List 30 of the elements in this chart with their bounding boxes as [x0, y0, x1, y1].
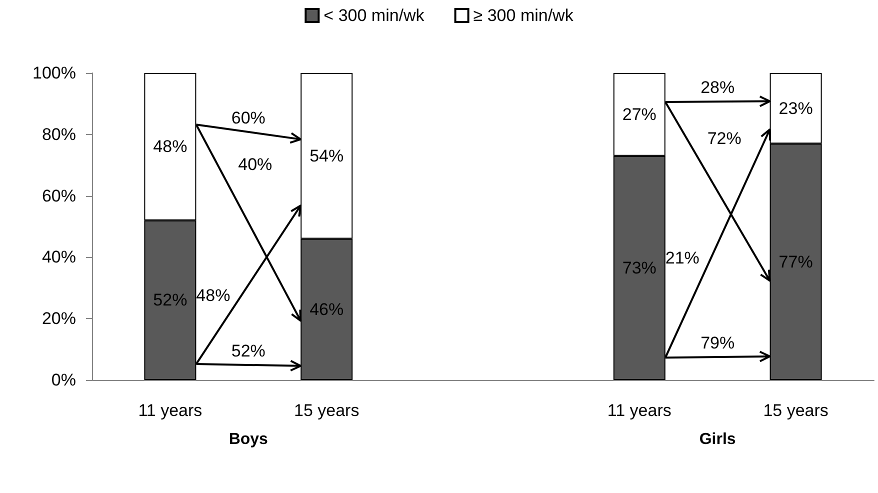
annotation: 60% — [231, 108, 266, 128]
y-tick-label: 60% — [42, 186, 76, 206]
data-label: 54% — [310, 146, 344, 166]
data-label: 46% — [310, 300, 344, 319]
y-tick-label: 100% — [32, 64, 76, 82]
annotation: 40% — [238, 155, 272, 174]
annotation: 21% — [665, 248, 700, 268]
text: Boys — [228, 431, 268, 448]
annotation: 48% — [196, 286, 230, 306]
data-label: 52% — [153, 290, 188, 310]
y-tick-label: 0% — [51, 370, 76, 390]
legend-label: ≥ 300 min/wk — [473, 6, 574, 25]
x-tick-label: 11 years — [138, 401, 202, 420]
data-label: 73% — [622, 258, 656, 278]
x-tick-label: 15 years — [763, 401, 828, 420]
x-tick-label: 11 years — [607, 401, 672, 420]
annotation: 52% — [231, 341, 266, 360]
text: Girls — [699, 431, 736, 448]
data-label: 27% — [622, 104, 656, 124]
annotation: 79% — [700, 333, 735, 352]
y-tick-label: 80% — [42, 124, 76, 144]
legend-label: < 300 min/wk — [324, 6, 425, 25]
data-label: 23% — [778, 98, 813, 118]
annotation: 28% — [700, 78, 735, 98]
data-label: 48% — [153, 137, 188, 156]
y-tick-label: 40% — [42, 248, 76, 267]
data-label: 77% — [778, 252, 813, 272]
y-tick-label: 20% — [42, 309, 76, 328]
x-tick-label: 15 years — [294, 401, 360, 420]
annotation: 72% — [707, 128, 742, 148]
